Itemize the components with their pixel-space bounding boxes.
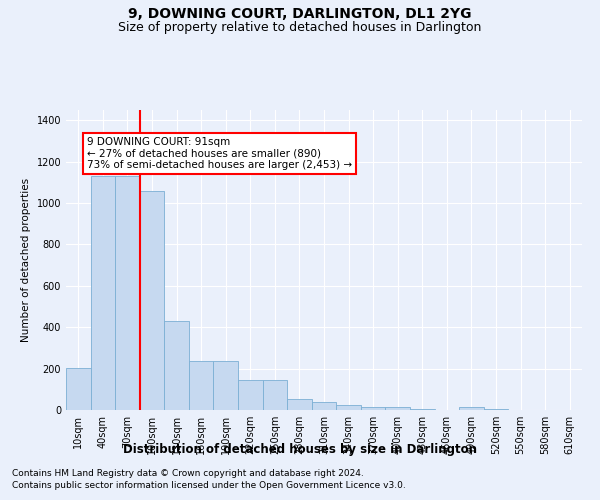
Bar bbox=[459, 408, 484, 410]
Text: Contains HM Land Registry data © Crown copyright and database right 2024.: Contains HM Land Registry data © Crown c… bbox=[12, 468, 364, 477]
Text: Distribution of detached houses by size in Darlington: Distribution of detached houses by size … bbox=[123, 442, 477, 456]
Bar bbox=[214, 362, 238, 410]
Bar bbox=[164, 321, 189, 410]
Bar bbox=[484, 409, 508, 410]
Text: 9, DOWNING COURT, DARLINGTON, DL1 2YG: 9, DOWNING COURT, DARLINGTON, DL1 2YG bbox=[128, 8, 472, 22]
Bar bbox=[410, 409, 434, 410]
Bar bbox=[140, 190, 164, 410]
Bar bbox=[115, 176, 140, 410]
Bar bbox=[66, 368, 91, 410]
Bar bbox=[336, 405, 361, 410]
Bar bbox=[385, 408, 410, 410]
Bar bbox=[91, 176, 115, 410]
Bar bbox=[287, 398, 312, 410]
Bar bbox=[189, 362, 214, 410]
Text: 9 DOWNING COURT: 91sqm
← 27% of detached houses are smaller (890)
73% of semi-de: 9 DOWNING COURT: 91sqm ← 27% of detached… bbox=[87, 137, 352, 170]
Text: Size of property relative to detached houses in Darlington: Size of property relative to detached ho… bbox=[118, 21, 482, 34]
Y-axis label: Number of detached properties: Number of detached properties bbox=[21, 178, 31, 342]
Bar bbox=[312, 402, 336, 410]
Bar bbox=[263, 380, 287, 410]
Bar bbox=[361, 408, 385, 410]
Bar bbox=[238, 380, 263, 410]
Text: Contains public sector information licensed under the Open Government Licence v3: Contains public sector information licen… bbox=[12, 481, 406, 490]
